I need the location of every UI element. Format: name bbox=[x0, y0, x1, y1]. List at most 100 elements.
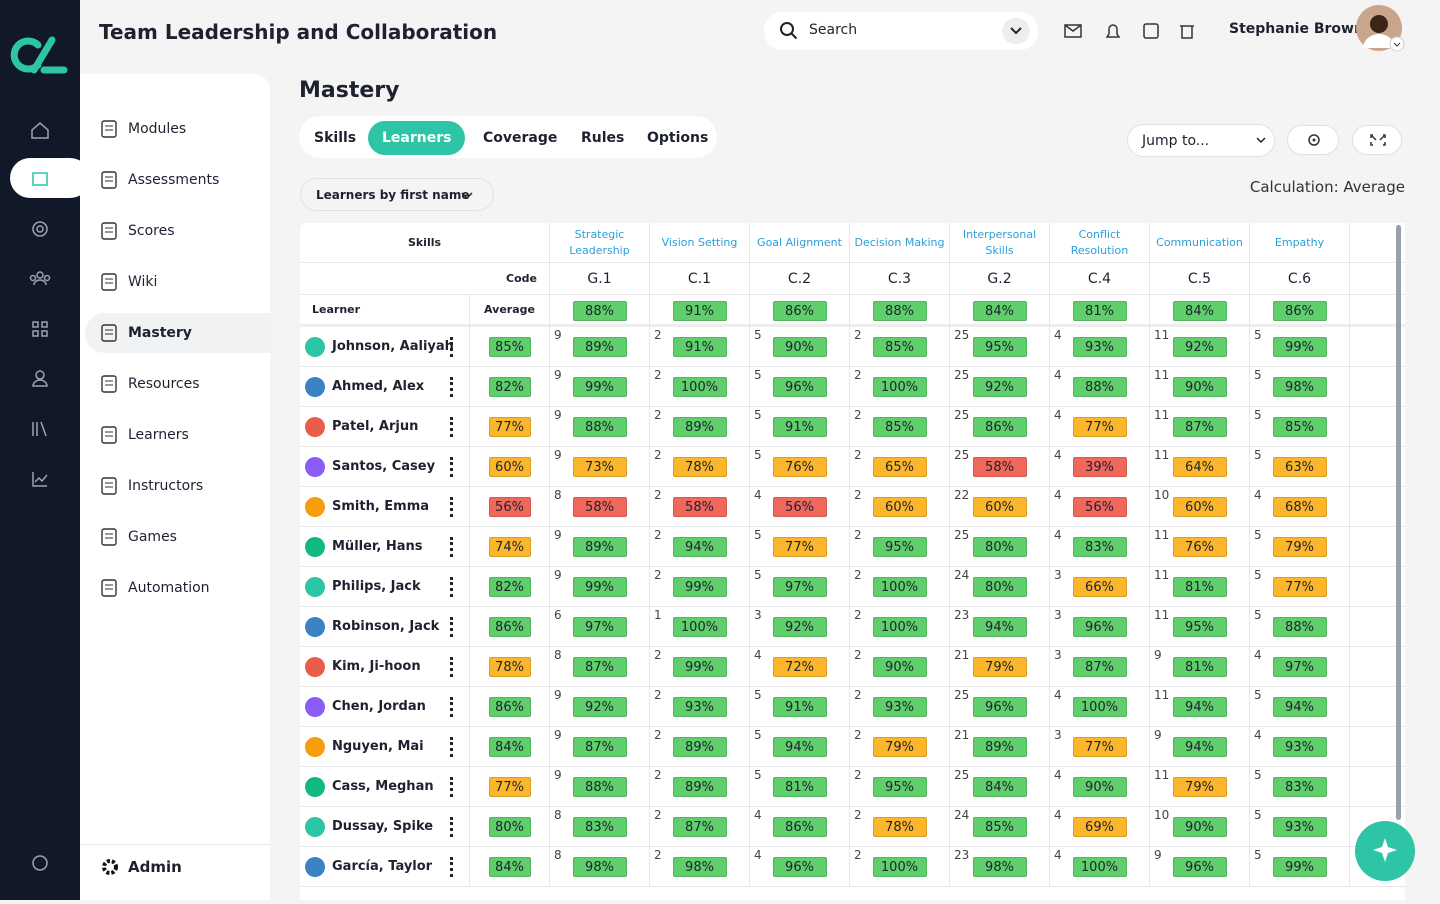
skill-name[interactable]: Interpersonal Skills bbox=[950, 223, 1050, 263]
learner-name[interactable]: Philips, Jack bbox=[332, 579, 421, 594]
attempt-count: 2 bbox=[854, 808, 862, 822]
skill-name[interactable]: Conflict Resolution bbox=[1050, 223, 1150, 263]
learner-average-cell: 84% bbox=[470, 847, 550, 887]
attempt-count: 2 bbox=[654, 728, 662, 742]
score-pill: 73% bbox=[572, 457, 627, 477]
search-dropdown[interactable] bbox=[1002, 18, 1030, 44]
nav-item[interactable]: Mastery bbox=[85, 313, 270, 353]
learner-name[interactable]: García, Taylor bbox=[332, 859, 433, 874]
learner-name[interactable]: Chen, Jordan bbox=[332, 699, 426, 714]
nav-item[interactable]: Instructors bbox=[85, 466, 270, 506]
learner-name[interactable]: Patel, Arjun bbox=[332, 419, 419, 434]
learner-name[interactable]: Ahmed, Alex bbox=[332, 379, 425, 394]
row-menu[interactable] bbox=[450, 737, 456, 757]
row-menu[interactable] bbox=[450, 417, 456, 437]
tab[interactable]: Learners bbox=[368, 121, 466, 155]
nav-item[interactable]: Games bbox=[85, 517, 270, 557]
skill-name[interactable]: Communication bbox=[1150, 223, 1250, 263]
learner-name[interactable]: Smith, Emma bbox=[332, 499, 430, 514]
learner-name[interactable]: Johnson, Aaliyah bbox=[332, 339, 454, 354]
skill-name[interactable]: Decision Making bbox=[850, 223, 950, 263]
score-cell: 11 92% bbox=[1150, 327, 1250, 367]
attempt-count: 4 bbox=[1254, 648, 1262, 662]
learner-name[interactable]: Kim, Ji-hoon bbox=[332, 659, 421, 674]
tab[interactable]: Options bbox=[647, 130, 709, 146]
row-menu[interactable] bbox=[450, 617, 456, 637]
score-pill: 81% bbox=[1172, 577, 1227, 597]
attempt-count: 25 bbox=[954, 408, 970, 422]
row-menu[interactable] bbox=[450, 577, 456, 597]
settings-button[interactable] bbox=[1287, 125, 1339, 155]
tab[interactable]: Rules bbox=[581, 130, 625, 146]
score-pill: 82% bbox=[488, 577, 531, 597]
score-pill: 81% bbox=[1072, 301, 1127, 321]
score-pill: 78% bbox=[672, 457, 727, 477]
nav-item[interactable]: Assessments bbox=[85, 160, 270, 200]
learner-name[interactable]: Cass, Meghan bbox=[332, 779, 434, 794]
search-box[interactable]: Search bbox=[764, 12, 1038, 50]
row-menu[interactable] bbox=[450, 657, 456, 677]
skill-name[interactable]: Goal Alignment bbox=[750, 223, 850, 263]
row-menu[interactable] bbox=[450, 777, 456, 797]
score-cell: 5 83% bbox=[1250, 767, 1350, 807]
score-cell: 9 73% bbox=[550, 447, 650, 487]
row-menu[interactable] bbox=[450, 697, 456, 717]
row-menu[interactable] bbox=[450, 457, 456, 477]
skill-name[interactable]: Empathy bbox=[1250, 223, 1350, 263]
skill-average-cell: 91% bbox=[650, 295, 750, 327]
learner-avatar bbox=[305, 817, 325, 837]
score-cell: 2 65% bbox=[850, 447, 950, 487]
learner-name[interactable]: Robinson, Jack bbox=[332, 619, 440, 634]
attempt-count: 11 bbox=[1154, 448, 1170, 462]
sort-select[interactable]: Learners by first name bbox=[300, 178, 494, 211]
score-pill: 94% bbox=[1272, 697, 1327, 717]
score-pill: 77% bbox=[1072, 417, 1127, 437]
row-menu[interactable] bbox=[450, 497, 456, 517]
nav-item[interactable]: Scores bbox=[85, 211, 270, 251]
score-cell: 11 64% bbox=[1150, 447, 1250, 487]
attempt-count: 25 bbox=[954, 368, 970, 382]
row-menu[interactable] bbox=[450, 337, 456, 357]
jump-to-select[interactable]: Jump to... bbox=[1127, 124, 1275, 157]
nav-item[interactable]: Resources bbox=[85, 364, 270, 404]
row-menu[interactable] bbox=[450, 857, 456, 877]
scrollbar[interactable] bbox=[1396, 225, 1401, 820]
score-pill: 90% bbox=[1172, 817, 1227, 837]
tab[interactable]: Coverage bbox=[483, 130, 558, 146]
attempt-count: 11 bbox=[1154, 328, 1170, 342]
score-cell: 5 81% bbox=[750, 767, 850, 807]
skill-name[interactable]: Strategic Leadership bbox=[550, 223, 650, 263]
learner-name[interactable]: Müller, Hans bbox=[332, 539, 423, 554]
score-cell: 21 79% bbox=[950, 647, 1050, 687]
learner-name[interactable]: Nguyen, Mai bbox=[332, 739, 424, 754]
nav-item[interactable]: Automation bbox=[85, 568, 270, 608]
score-pill: 99% bbox=[572, 377, 627, 397]
tab[interactable]: Skills bbox=[314, 130, 357, 146]
nav-item[interactable]: Wiki bbox=[85, 262, 270, 302]
score-pill: 88% bbox=[572, 301, 627, 321]
assistant-button[interactable] bbox=[1354, 820, 1416, 882]
fullscreen-button[interactable] bbox=[1352, 125, 1402, 155]
score-pill: 85% bbox=[1272, 417, 1327, 437]
row-menu[interactable] bbox=[450, 537, 456, 557]
score-pill: 85% bbox=[488, 337, 531, 357]
score-cell: 4 68% bbox=[1250, 487, 1350, 527]
row-menu[interactable] bbox=[450, 377, 456, 397]
score-cell: 2 79% bbox=[850, 727, 950, 767]
learner-average-cell: 82% bbox=[470, 567, 550, 607]
learner-avatar bbox=[305, 657, 325, 677]
skill-name[interactable]: Vision Setting bbox=[650, 223, 750, 263]
score-pill: 87% bbox=[1072, 657, 1127, 677]
admin-link[interactable]: Admin bbox=[85, 847, 270, 887]
learner-name[interactable]: Santos, Casey bbox=[332, 459, 436, 474]
attempt-count: 5 bbox=[1254, 848, 1262, 862]
row-menu[interactable] bbox=[450, 817, 456, 837]
learner-name[interactable]: Dussay, Spike bbox=[332, 819, 434, 834]
header-icons[interactable] bbox=[1060, 18, 1200, 44]
nav-item[interactable]: Learners bbox=[85, 415, 270, 455]
score-pill: 86% bbox=[772, 817, 827, 837]
user-avatar[interactable] bbox=[1355, 4, 1405, 54]
attempt-count: 5 bbox=[754, 448, 762, 462]
score-pill: 85% bbox=[872, 337, 927, 357]
nav-item[interactable]: Modules bbox=[85, 109, 270, 149]
